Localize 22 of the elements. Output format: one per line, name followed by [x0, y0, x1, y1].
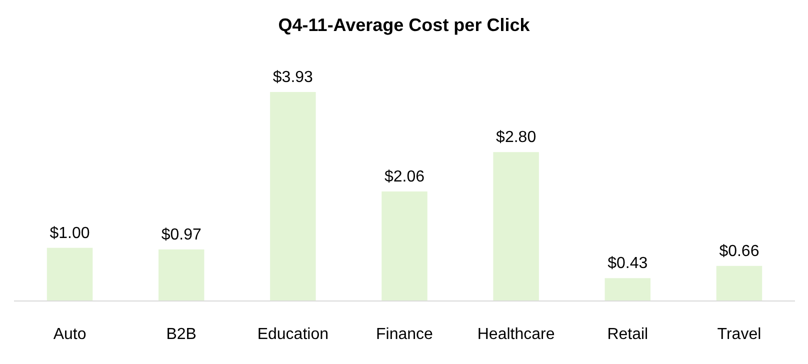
bar: [158, 249, 204, 301]
x-tick-label: Finance: [376, 326, 434, 343]
x-tick-label: Retail: [607, 326, 648, 343]
x-tick-label: Auto: [53, 326, 86, 343]
x-tick-label: Travel: [717, 326, 762, 343]
bar: [382, 191, 428, 301]
bar: [716, 266, 762, 301]
bar: [493, 152, 539, 301]
data-label: $0.97: [161, 226, 202, 244]
data-label: $2.80: [496, 129, 536, 146]
data-label: $2.06: [384, 168, 425, 186]
bar: [46, 248, 93, 301]
chart-title: Q4-11-Average Cost per Click: [278, 15, 531, 35]
data-label: $0.66: [719, 242, 760, 260]
data-label: $0.43: [608, 255, 648, 272]
data-label: $3.93: [272, 69, 314, 86]
data-label: $1.00: [50, 224, 90, 242]
x-tick-label: Healthcare: [477, 326, 555, 343]
x-tick-label: B2B: [166, 326, 196, 343]
bar: [604, 278, 651, 301]
x-tick-label: Education: [257, 326, 329, 343]
bar: [270, 92, 316, 301]
